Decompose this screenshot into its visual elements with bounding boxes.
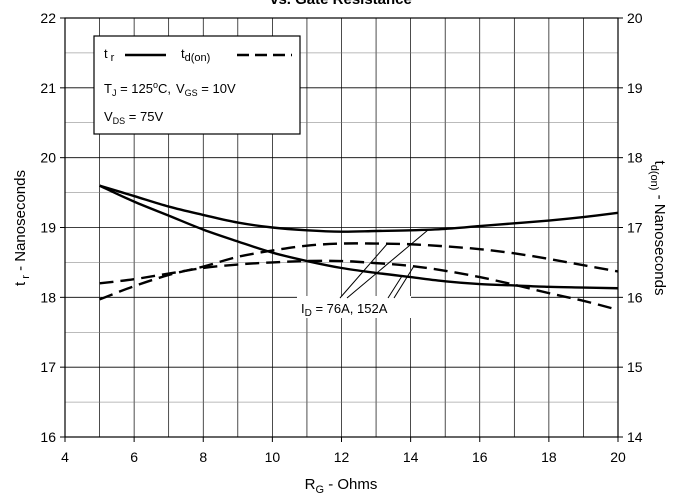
x-tick-label: 14 (403, 449, 419, 465)
y-right-tick-label: 15 (627, 359, 643, 375)
annotation-pointer-4 (393, 265, 415, 299)
cond-vgs-sub: GS (185, 88, 198, 98)
legend-tdon-main: t (181, 46, 185, 61)
cond-vgs: V (176, 81, 185, 96)
x-axis-title: RG - Ohms (305, 476, 378, 496)
y-right-tick-label: 20 (627, 10, 643, 26)
annotation-pointer-3 (387, 275, 403, 299)
x-axis-title-sub: G (315, 484, 324, 496)
annotation-background (297, 296, 411, 318)
series-line-tdon-152A (99, 242, 619, 301)
series-line-tr-152A (99, 184, 619, 290)
id-annotation: ID = 76A, 152A (297, 229, 429, 319)
legend-tdon-sub: d(on) (185, 52, 211, 64)
annotation-rest: = 76A, 152A (312, 301, 388, 316)
y-right-tick-label: 18 (627, 150, 643, 166)
legend-box (93, 35, 301, 135)
annotation-main: I (301, 301, 305, 316)
y-left-axis-title-sub: r (20, 275, 32, 282)
x-tick-label: 6 (130, 449, 138, 465)
y-right-axis-title: td(on) - Nanoseconds (648, 161, 668, 296)
legend-tdon-label: td(on) (181, 46, 210, 64)
chart-title: vs. Gate Resistance (270, 0, 412, 8)
annotation-pointer-1 (339, 242, 389, 299)
x-axis-title-rest: - Ohms (324, 476, 377, 493)
y-left-tick-label: 22 (40, 10, 56, 26)
legend-tr-sub: r (108, 52, 115, 64)
y-left-tick-label: 20 (40, 150, 56, 166)
cond-deg: o (153, 80, 158, 90)
x-tick-label: 10 (265, 449, 281, 465)
x-tick-label: 8 (199, 449, 207, 465)
y-left-tick-label: 17 (40, 359, 56, 375)
y-left-tick-label: 18 (40, 289, 56, 305)
y-right-axis-title-sub: d(on) (648, 165, 660, 191)
series-layer (99, 184, 619, 312)
cond-tj-unit: C, (158, 81, 171, 96)
legend-condition-1: TJ = 125oC, VGS = 10V (104, 80, 236, 98)
x-tick-label: 12 (334, 449, 350, 465)
cond-tj: T (104, 81, 112, 96)
series-line-tr-76A (99, 184, 619, 233)
x-tick-label: 4 (61, 449, 69, 465)
cond-vds-val: = 75V (125, 109, 163, 124)
annotation-label: ID = 76A, 152A (301, 301, 388, 319)
y-right-axis-title-main: t (651, 161, 668, 166)
cond-vds-sub: DS (113, 116, 126, 126)
annotation-pointer-2 (346, 229, 429, 299)
legend-tr-label: t r (104, 46, 115, 64)
ticks (60, 17, 623, 442)
x-tick-label: 20 (610, 449, 626, 465)
legend-condition-2: VDS = 75V (104, 109, 163, 126)
y-right-tick-label: 17 (627, 220, 643, 236)
y-right-tick-label: 14 (627, 429, 643, 445)
y-left-tick-label: 19 (40, 220, 56, 236)
cond-vds: V (104, 109, 113, 124)
y-right-tick-label: 16 (627, 289, 643, 305)
y-right-axis-title-rest: - Nanoseconds (651, 190, 668, 295)
legend: t r td(on) TJ = 125oC, VGS = 10V VDS = 75… (93, 35, 301, 135)
x-tick-label: 16 (472, 449, 488, 465)
annotation-sub: D (305, 308, 312, 319)
x-tick-label: 18 (541, 449, 557, 465)
cond-vgs-val: = 10V (198, 81, 236, 96)
x-axis-title-main: R (305, 476, 316, 493)
y-left-tick-label: 16 (40, 429, 56, 445)
legend-tr-main: t (104, 46, 108, 61)
y-left-axis-title: t r - Nanoseconds (12, 170, 32, 286)
y-right-tick-label: 19 (627, 80, 643, 96)
cond-tj-val: = 125 (116, 81, 153, 96)
y-left-tick-label: 21 (40, 80, 56, 96)
y-left-axis-title-rest: - Nanoseconds (12, 170, 29, 275)
tick-labels: 4 6 8 10 12 14 16 18 20 16 17 18 19 20 21 22 14 15 16 17 18 1… (40, 10, 642, 465)
cond-tj-sub: J (112, 88, 117, 98)
y-left-axis-title-main: t (12, 281, 29, 286)
